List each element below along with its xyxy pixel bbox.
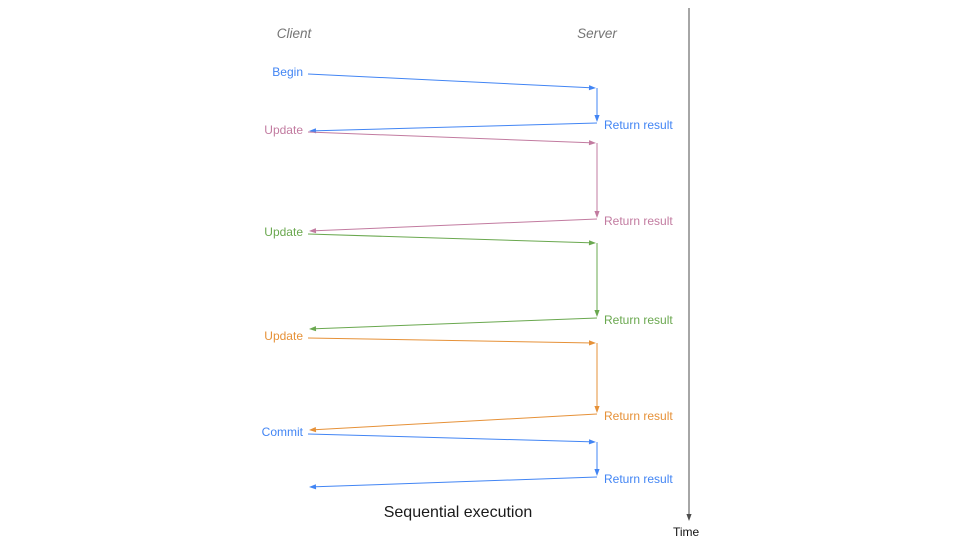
- client-column-header: Client: [276, 26, 312, 41]
- command-label: Update: [264, 225, 303, 239]
- time-axis: [686, 8, 692, 521]
- time-axis-label: Time: [673, 525, 700, 539]
- command-label: Begin: [272, 65, 303, 79]
- command-label: Commit: [261, 425, 303, 439]
- event-1-arrows: [307, 131, 600, 234]
- event-3-arrows: [307, 337, 600, 433]
- diagram-title: Sequential execution: [383, 504, 533, 521]
- event-0-arrows: [307, 73, 600, 134]
- return-result-label: Return result: [604, 409, 673, 423]
- return-result-label: Return result: [604, 118, 673, 132]
- event-2-arrows: [307, 233, 600, 332]
- command-label: Update: [264, 329, 303, 343]
- return-result-label: Return result: [604, 472, 673, 486]
- command-label: Update: [264, 123, 303, 137]
- server-column-header: Server: [577, 26, 617, 41]
- event-4-arrows: [307, 433, 600, 490]
- return-result-label: Return result: [604, 313, 673, 327]
- return-result-label: Return result: [604, 214, 673, 228]
